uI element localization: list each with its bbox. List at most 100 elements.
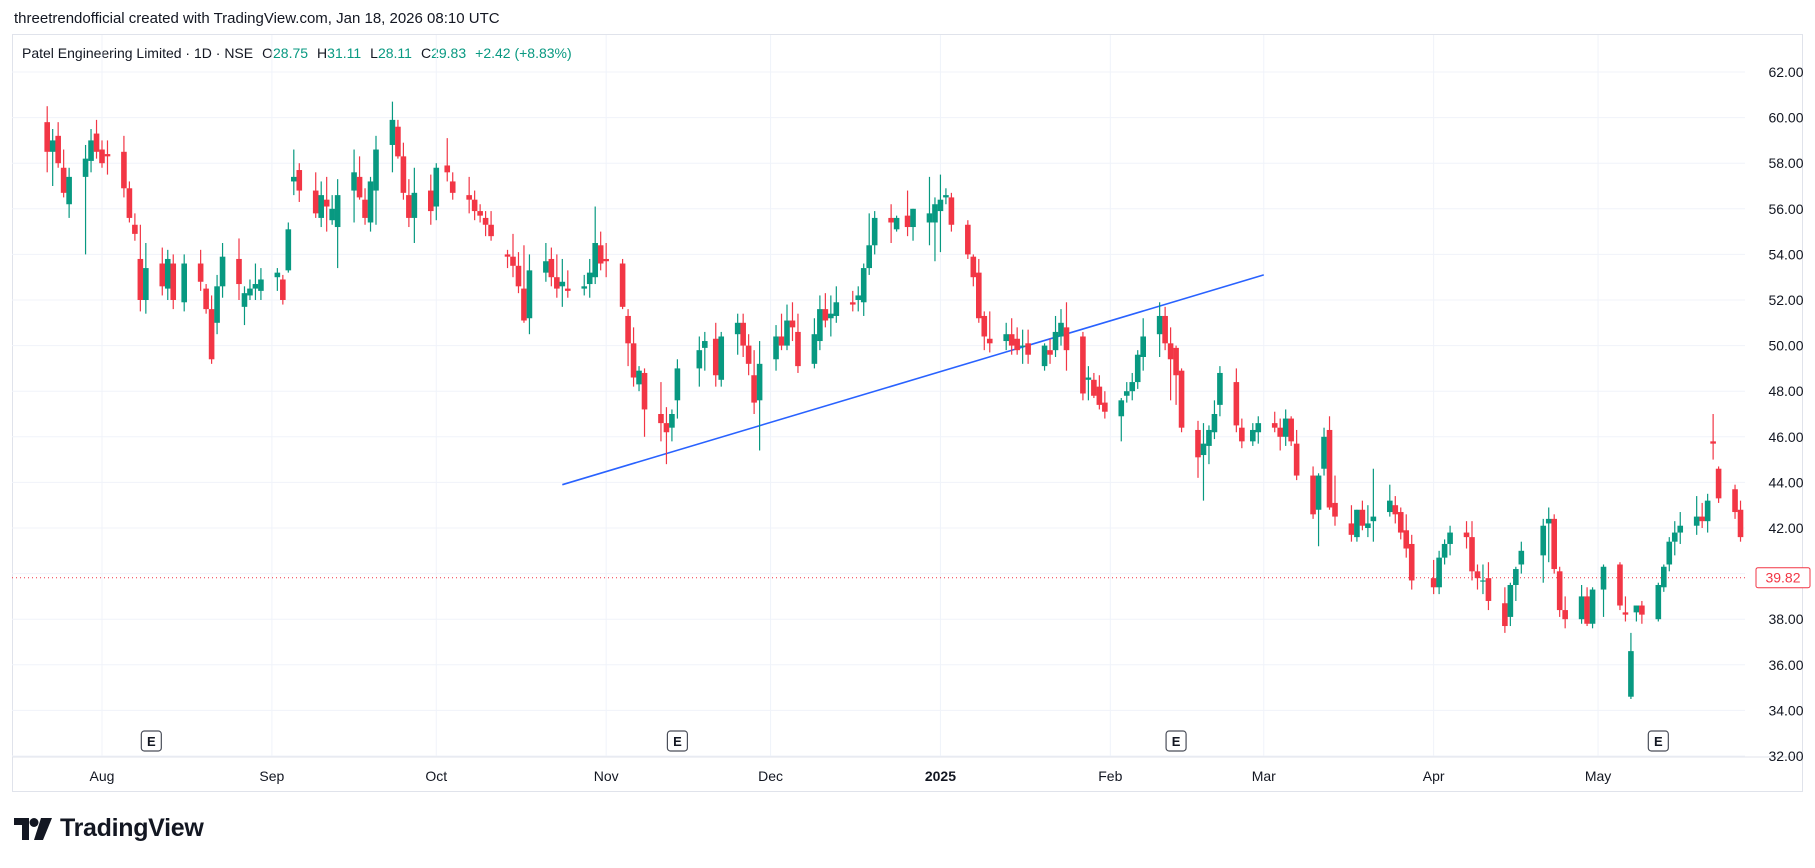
candle-body	[981, 315, 988, 337]
candle	[1578, 585, 1585, 624]
candle-body	[406, 195, 412, 218]
price-tick-label: 32.00	[1768, 748, 1803, 764]
candle-body	[44, 122, 50, 152]
candle-body	[373, 149, 379, 191]
candle	[362, 188, 368, 225]
candle-body	[976, 272, 982, 319]
candle	[932, 197, 938, 262]
candle	[1277, 418, 1283, 451]
candle	[329, 195, 335, 225]
candle	[1408, 534, 1415, 590]
time-tick-label: 2025	[925, 768, 956, 784]
candle	[1326, 416, 1333, 510]
candle-body	[1480, 580, 1486, 582]
candle-body	[1639, 605, 1645, 615]
candle	[351, 149, 357, 223]
price-tick-label: 36.00	[1768, 657, 1803, 673]
candle	[1096, 375, 1103, 410]
candle-body	[351, 172, 357, 191]
candle-body	[312, 190, 319, 214]
candle-body	[636, 370, 642, 385]
candle-body	[986, 338, 993, 344]
candle-body	[1699, 516, 1705, 522]
candle	[926, 176, 933, 246]
candle	[1485, 562, 1492, 611]
candle-body	[1271, 423, 1278, 428]
candle	[1348, 505, 1355, 542]
candle-body	[1102, 402, 1108, 412]
candle-body	[1469, 537, 1475, 572]
candle-body	[1655, 585, 1662, 620]
candle	[1600, 564, 1607, 617]
candle	[1589, 587, 1596, 629]
symbol-legend: Patel Engineering Limited · 1D · NSE O 28…	[22, 45, 572, 61]
candle	[1129, 372, 1136, 401]
candle-body	[521, 288, 527, 321]
candle-body	[66, 176, 72, 205]
candle	[1704, 493, 1711, 533]
candle-body	[1041, 345, 1048, 367]
candle-body	[1578, 596, 1585, 620]
tradingview-logo-text: TradingView	[60, 814, 204, 842]
candle	[1666, 537, 1673, 572]
candle	[702, 331, 708, 371]
candle	[1463, 521, 1470, 549]
candle-body	[625, 315, 631, 344]
candle-body	[236, 258, 242, 285]
candle	[1447, 525, 1453, 556]
candle-body	[291, 176, 297, 182]
candle	[1518, 541, 1525, 574]
last-price-label: 39.82	[1765, 570, 1800, 586]
tradingview-logo[interactable]: TradingView	[14, 814, 204, 843]
candle	[164, 249, 171, 300]
candle-body	[208, 309, 215, 360]
candle	[504, 249, 511, 269]
candles-layer	[44, 101, 1744, 699]
earnings-marker-label: E	[1654, 734, 1663, 749]
candle-body	[1080, 336, 1086, 394]
candle	[751, 350, 757, 414]
candle-body	[1332, 502, 1338, 517]
candle	[866, 213, 872, 275]
candle-body	[1173, 347, 1179, 376]
price-tick-label: 52.00	[1768, 292, 1803, 308]
candle-body	[1715, 468, 1722, 499]
price-axis: 62.00 60.00 58.00 56.00 54.00 52.00 50.00 48.00…	[1755, 64, 1811, 764]
candle	[1162, 306, 1168, 351]
candle-body	[1085, 377, 1092, 380]
chart-frame[interactable]	[12, 34, 1803, 792]
candle-body	[795, 331, 801, 367]
candle-body	[132, 224, 138, 234]
candle-body	[126, 188, 133, 218]
candle	[1392, 496, 1399, 524]
candle-body	[669, 414, 675, 428]
candle	[586, 258, 593, 298]
candle	[44, 106, 50, 173]
candle-body	[88, 140, 94, 161]
trendline	[562, 274, 1264, 486]
candle	[597, 231, 604, 271]
candle	[718, 331, 725, 387]
candle-body	[926, 213, 933, 223]
candle-body	[1408, 543, 1415, 581]
candle-body	[1200, 443, 1207, 456]
candle	[82, 144, 89, 255]
candle	[132, 213, 138, 241]
candle	[159, 247, 166, 296]
candle	[565, 270, 571, 298]
price-tick-label: 60.00	[1768, 110, 1803, 126]
candle-body	[1704, 500, 1711, 522]
time-tick-label: Aug	[90, 768, 115, 784]
candle-body	[323, 199, 330, 207]
candle	[1025, 329, 1031, 364]
candle	[789, 302, 796, 342]
candle	[1217, 366, 1223, 417]
candle-body	[543, 261, 549, 273]
candle-body	[93, 133, 100, 152]
candle	[515, 252, 522, 294]
candle	[1091, 372, 1097, 399]
candle-body	[1518, 550, 1525, 565]
candle-body	[910, 208, 916, 228]
candle-body	[833, 302, 840, 316]
